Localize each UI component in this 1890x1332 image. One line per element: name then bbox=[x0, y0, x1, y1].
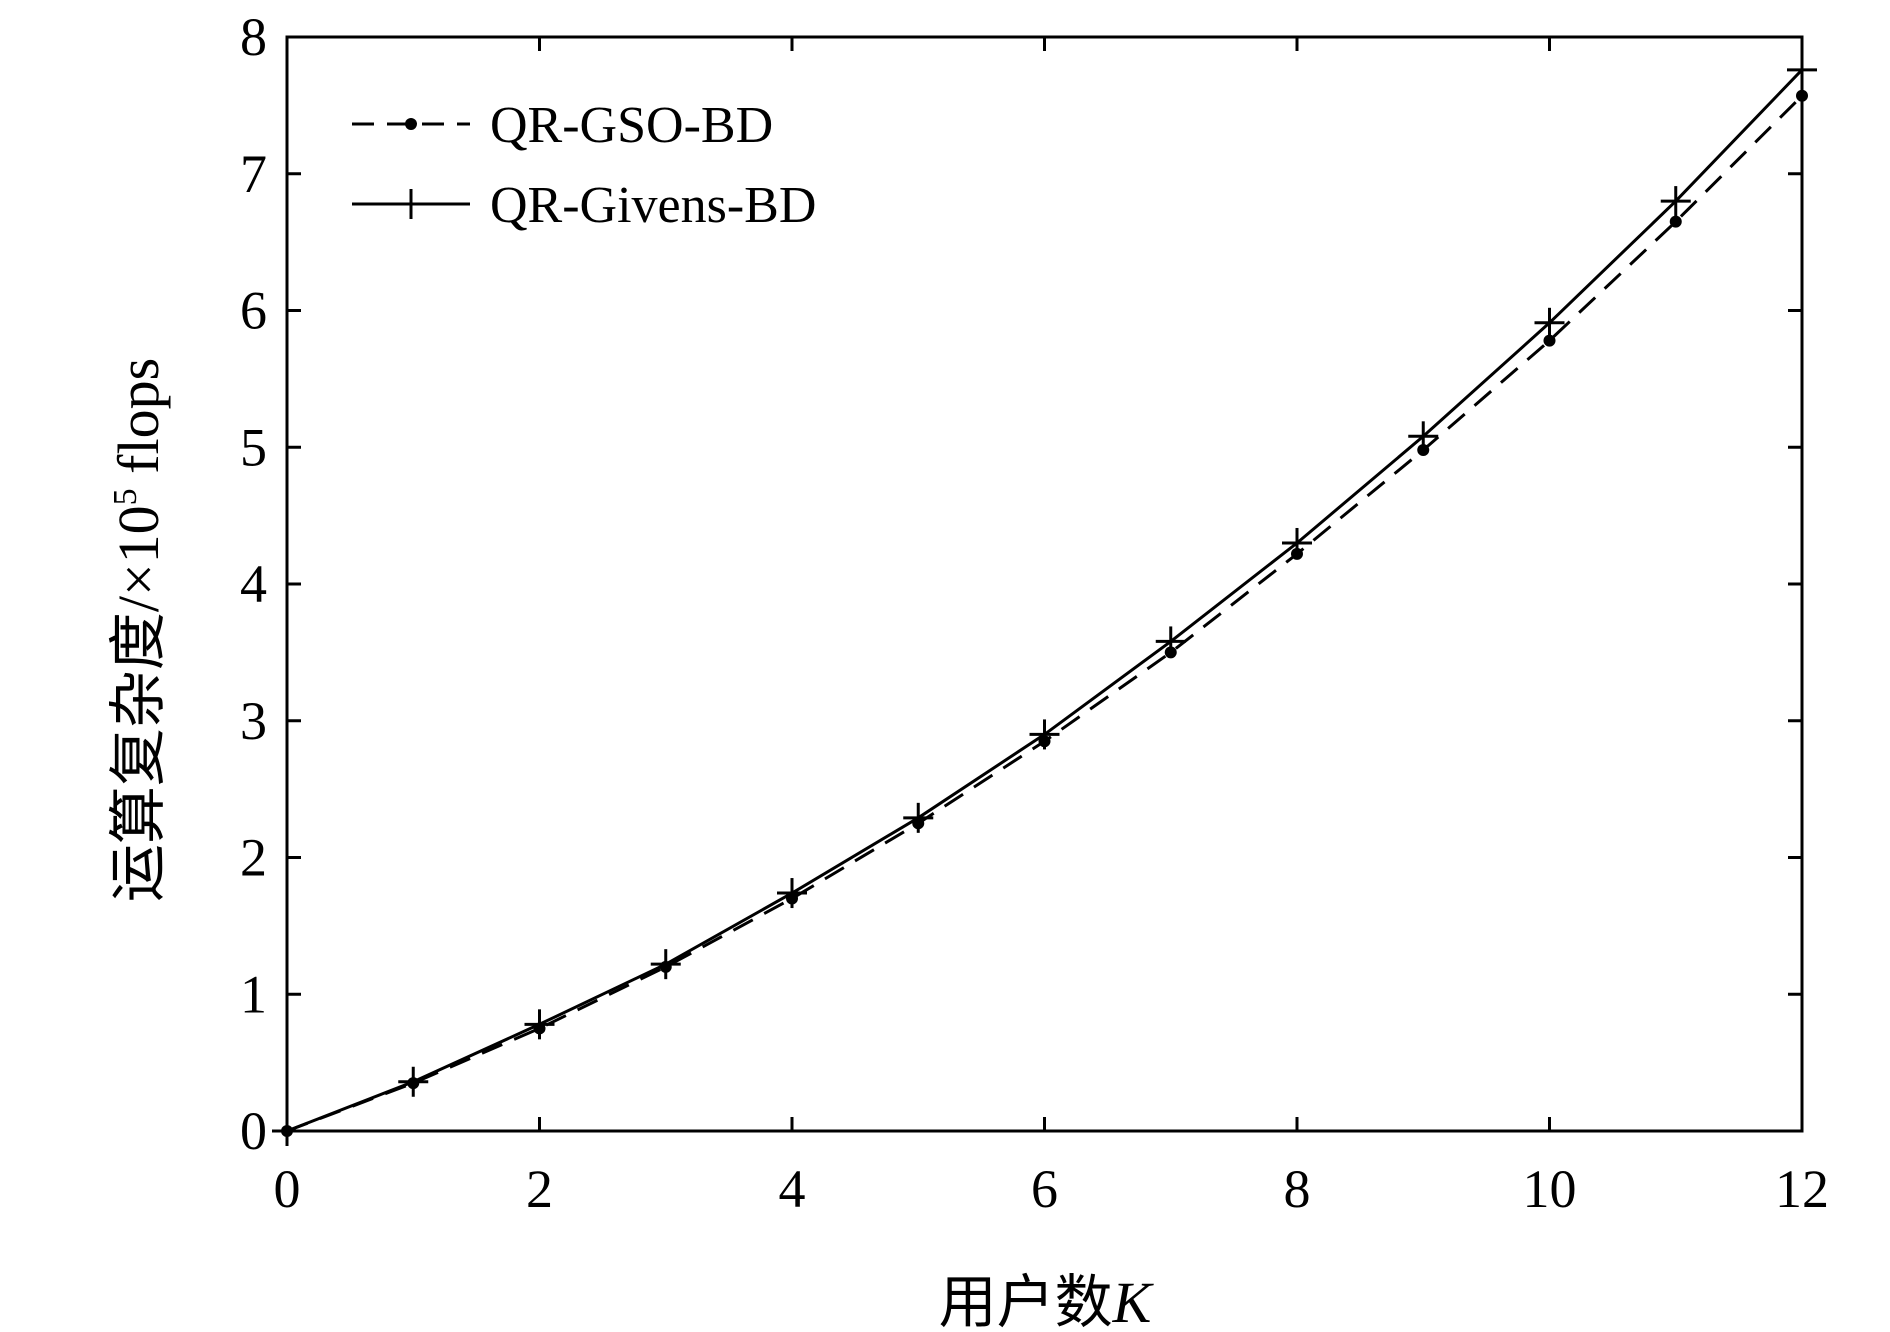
y-tick-label: 1 bbox=[240, 964, 267, 1024]
y-tick-label: 0 bbox=[240, 1101, 267, 1161]
y-axis-title-suffix: flops bbox=[106, 358, 171, 489]
data-point-plus bbox=[1155, 626, 1186, 657]
data-point-plus bbox=[777, 878, 807, 909]
data-point-plus bbox=[1282, 527, 1312, 558]
x-tick-label: 10 bbox=[1523, 1159, 1577, 1219]
legend-label-qr-givens-bd: QR-Givens-BD bbox=[490, 177, 816, 234]
x-tick-label: 2 bbox=[526, 1159, 553, 1219]
y-tick-label: 4 bbox=[240, 554, 267, 614]
y-tick-label: 5 bbox=[240, 417, 267, 477]
data-point-plus bbox=[398, 1066, 429, 1097]
data-point-plus bbox=[1660, 186, 1691, 217]
y-axis-title-exponent: 5 bbox=[107, 488, 144, 505]
data-point-plus bbox=[272, 1116, 302, 1146]
series-line-0 bbox=[286, 94, 1804, 1133]
y-tick-label: 7 bbox=[240, 144, 267, 204]
data-point-plus bbox=[524, 1009, 555, 1040]
data-point-plus bbox=[1787, 54, 1817, 85]
x-axis-title: 用户数K bbox=[939, 1270, 1155, 1332]
legend-entry-qr-gso-bd: QR-GSO-BD bbox=[352, 97, 773, 154]
data-point-plus bbox=[1408, 421, 1439, 452]
data-point-dot bbox=[1796, 89, 1808, 102]
y-tick-label: 2 bbox=[240, 828, 267, 888]
legend: QR-GSO-BD QR-Givens-BD bbox=[352, 97, 816, 234]
data-point-plus bbox=[903, 802, 934, 833]
data-point-plus bbox=[1029, 719, 1060, 750]
x-tick-label: 8 bbox=[1284, 1159, 1311, 1219]
y-tick-label: 3 bbox=[240, 691, 267, 751]
data-point-dot bbox=[1543, 334, 1556, 347]
legend-label-qr-gso-bd: QR-GSO-BD bbox=[490, 97, 773, 154]
series-layer bbox=[272, 54, 1817, 1146]
y-axis-title: 运算复杂度/×105 flops bbox=[106, 358, 171, 902]
data-point-plus bbox=[650, 949, 681, 980]
x-tick-label: 12 bbox=[1775, 1159, 1829, 1219]
y-tick-label: 6 bbox=[240, 281, 267, 341]
x-tick-label: 6 bbox=[1031, 1159, 1058, 1219]
x-tick-label: 4 bbox=[779, 1159, 806, 1219]
data-point-plus bbox=[1534, 307, 1565, 338]
legend-dot-marker bbox=[405, 118, 417, 130]
x-axis-title-var: K bbox=[1112, 1270, 1155, 1332]
y-tick-label: 8 bbox=[240, 7, 267, 67]
x-axis-title-text: 用户数 bbox=[939, 1270, 1113, 1332]
x-tick-label: 0 bbox=[274, 1159, 301, 1219]
y-axis-title-prefix: 运算复杂度/×10 bbox=[106, 505, 171, 902]
legend-entry-qr-givens-bd: QR-Givens-BD bbox=[352, 177, 816, 234]
data-point-dot bbox=[1669, 215, 1682, 228]
